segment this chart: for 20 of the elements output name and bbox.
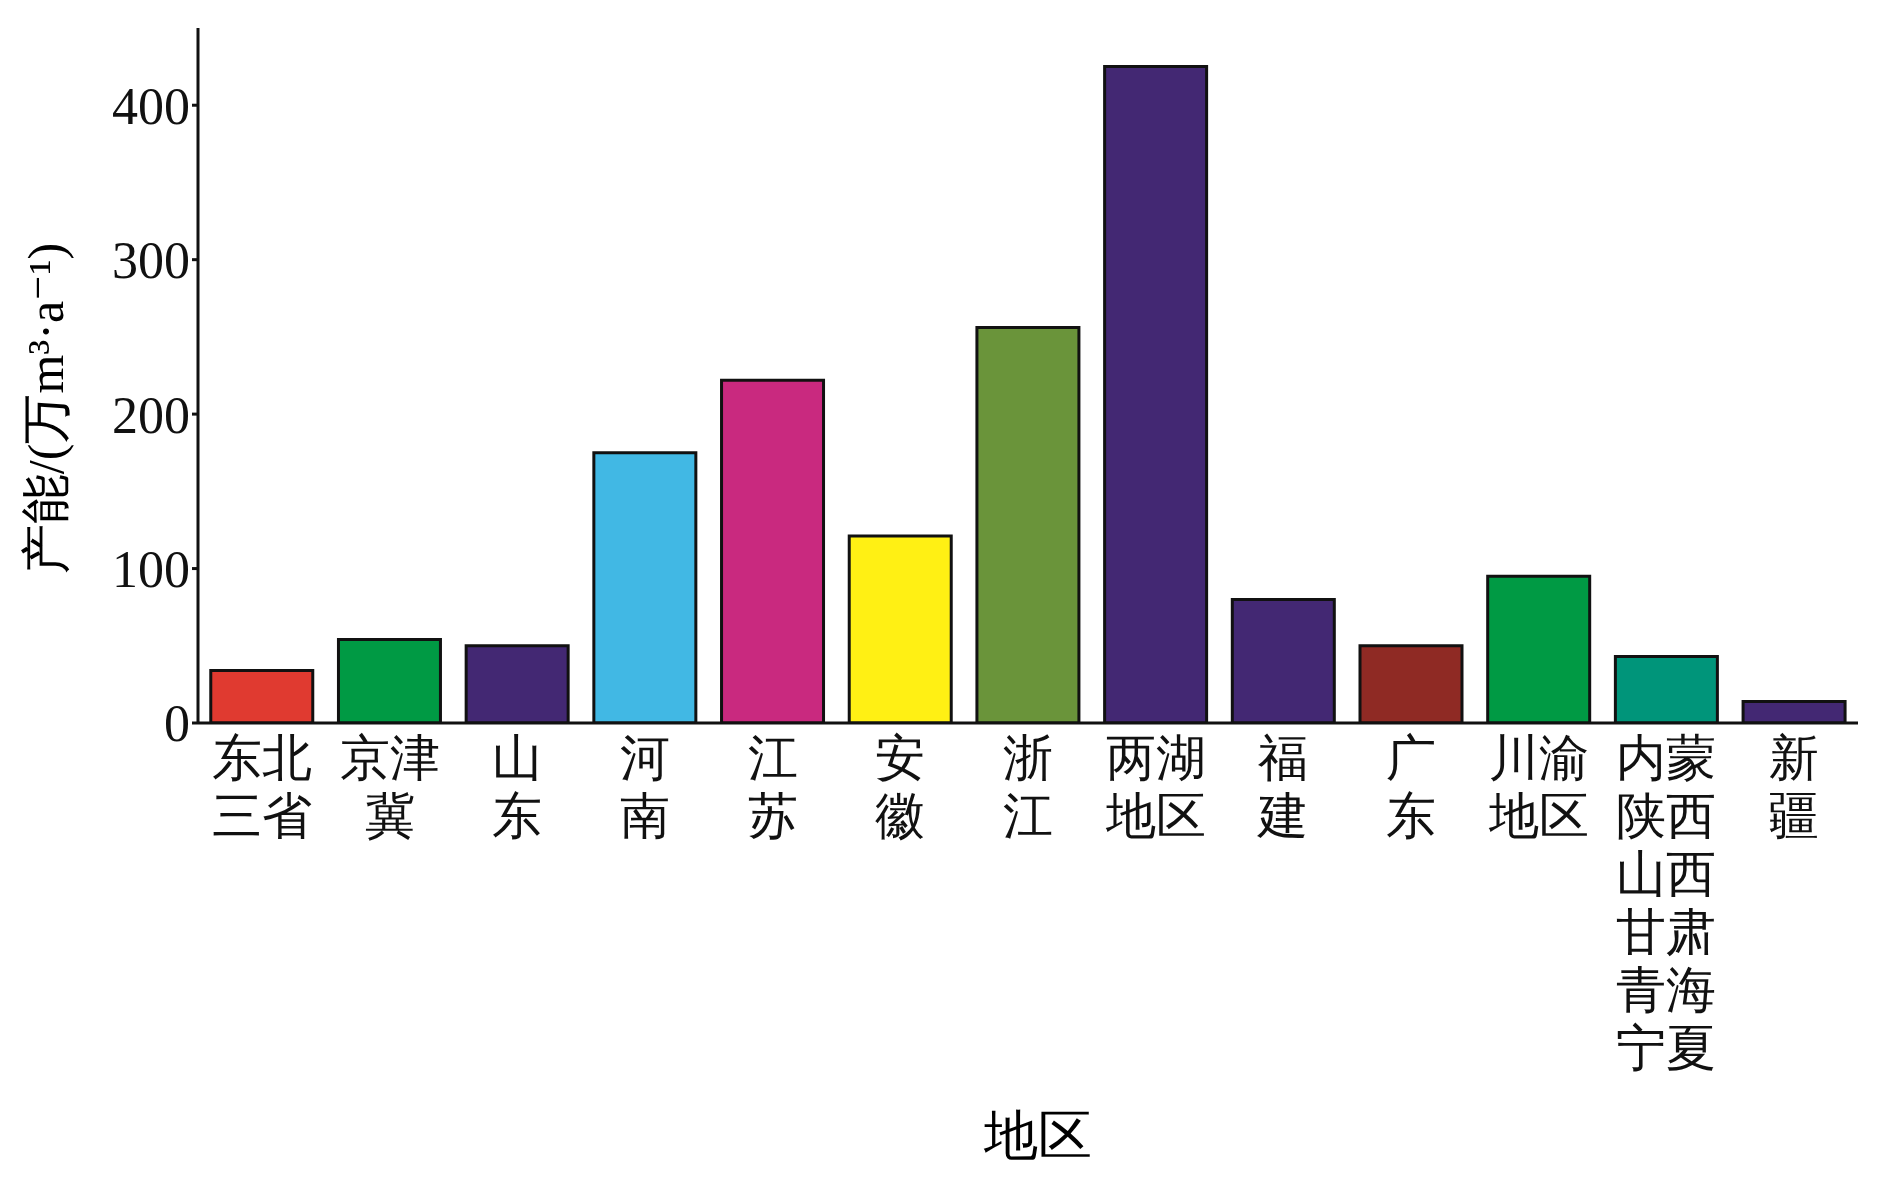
x-axis-title: 地区 [983, 1105, 1093, 1168]
y-tick-label: 400 [112, 77, 190, 135]
y-tick-label: 100 [112, 541, 190, 599]
x-tick-label: 新疆 [1769, 730, 1820, 844]
x-tick-label: 两湖地区 [1104, 730, 1206, 844]
y-tick-label: 0 [164, 695, 190, 753]
y-axis-title: 产能/(万m³·a⁻¹) [17, 242, 76, 574]
x-tick-label: 山东 [492, 730, 543, 844]
x-tick-label: 川渝地区 [1487, 730, 1589, 844]
x-tick-label: 浙江 [1003, 730, 1053, 844]
x-tick-label: 河南 [619, 730, 670, 844]
x-tick-label: 内蒙陕西山西甘肃青海宁夏 [1616, 730, 1717, 1076]
x-tick-label: 东北三省 [211, 730, 312, 844]
x-tick-label: 江苏 [747, 730, 798, 844]
y-tick-label: 300 [112, 232, 190, 290]
x-tick-label: 福建 [1257, 730, 1309, 844]
y-tick-label: 200 [112, 386, 190, 444]
x-tick-label: 京津冀 [339, 730, 440, 844]
x-tick-label: 广东 [1386, 730, 1437, 844]
x-tick-label: 安徽 [875, 730, 926, 844]
